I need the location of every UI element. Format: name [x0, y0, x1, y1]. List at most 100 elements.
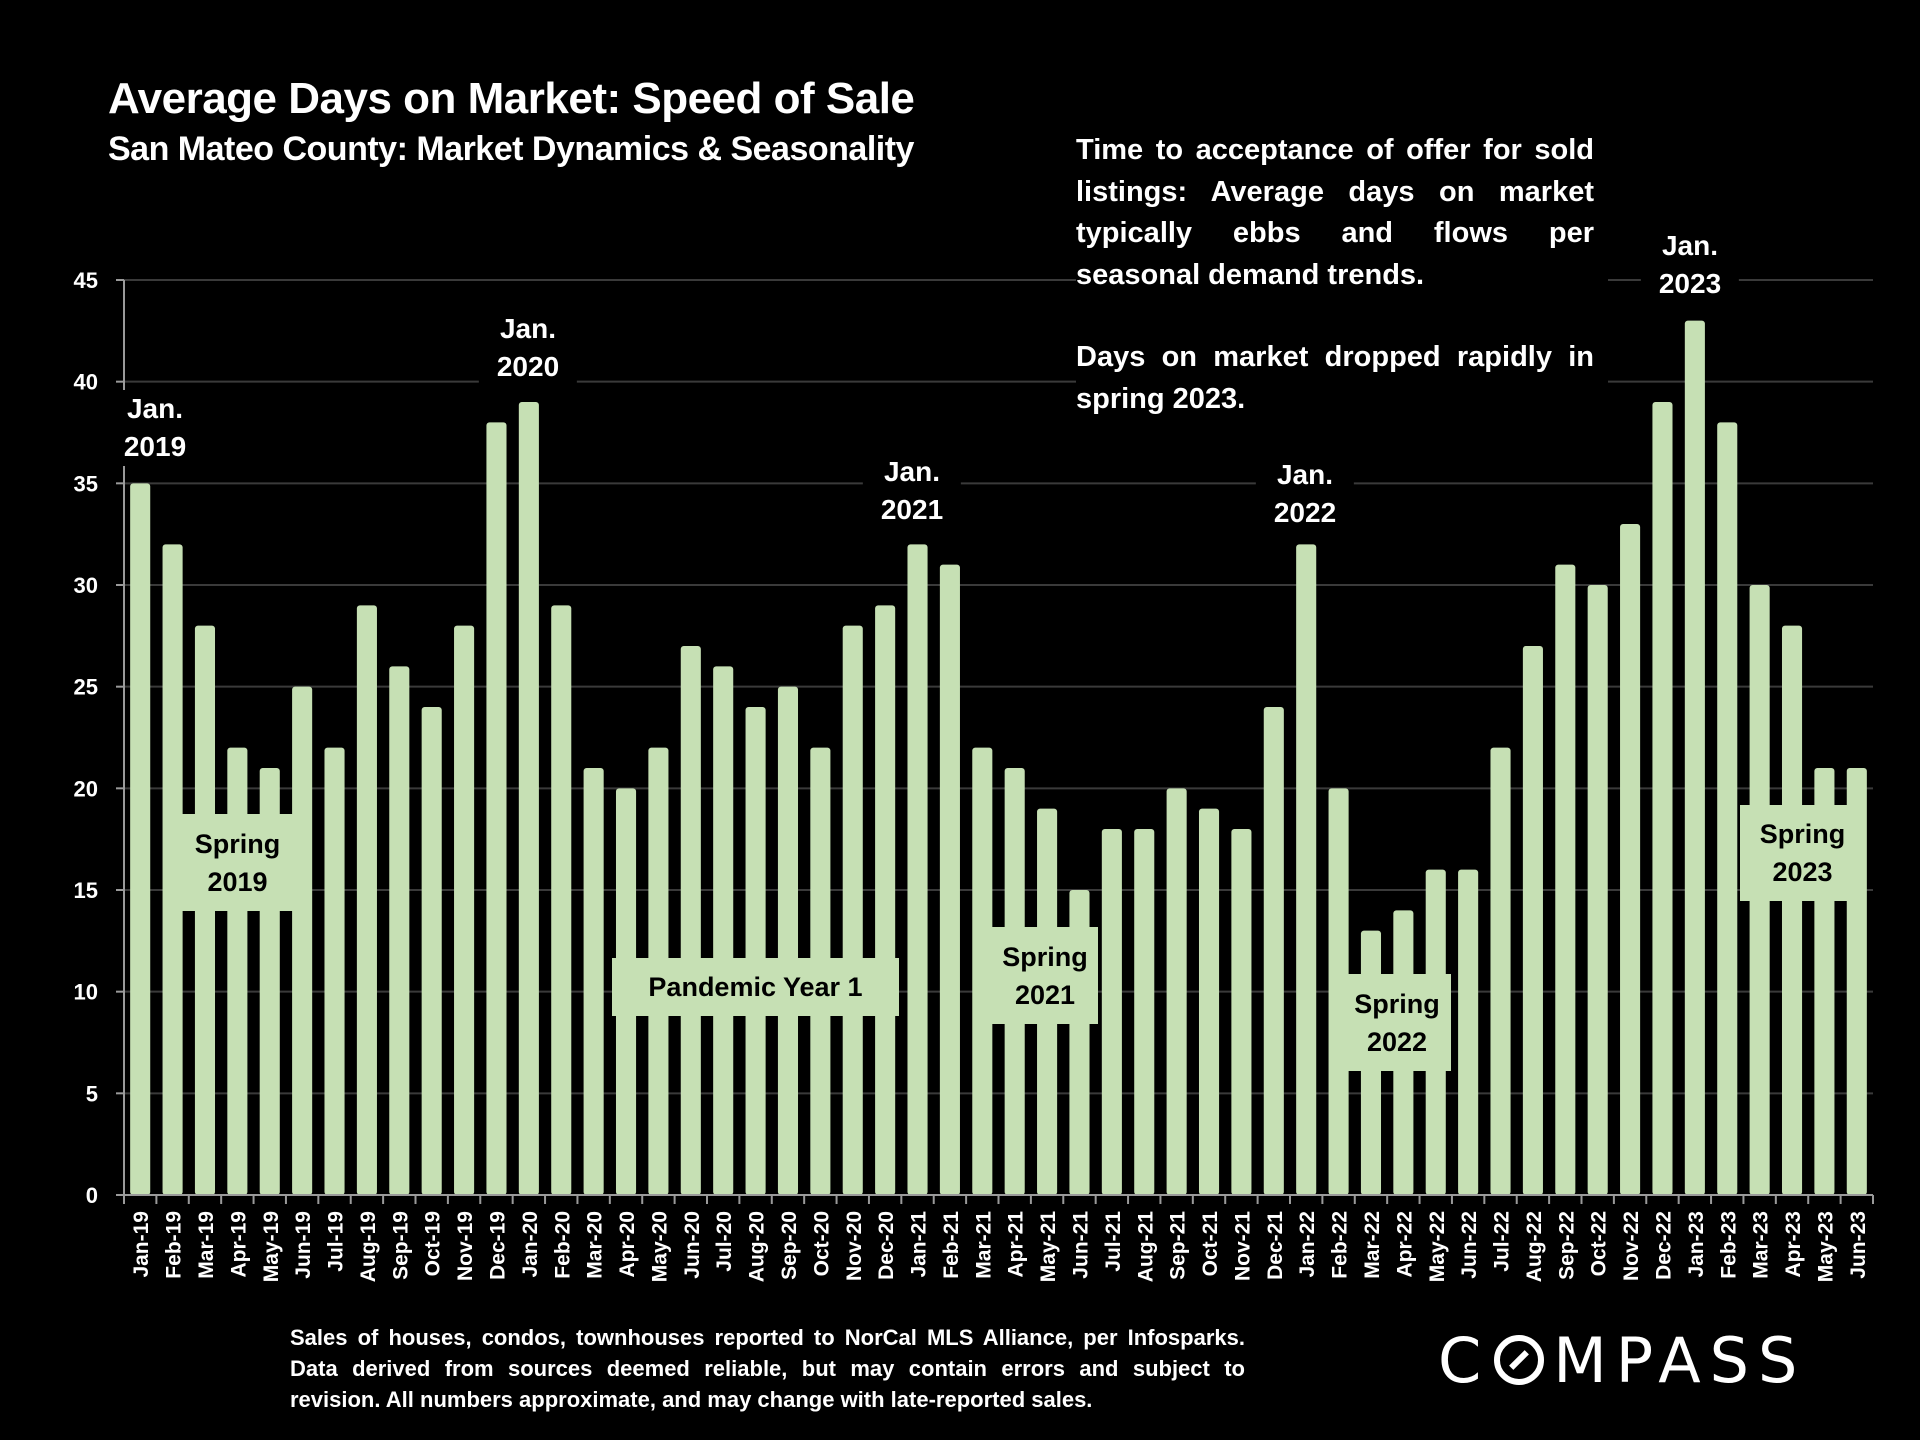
- bar-oct-19: [421, 707, 442, 1195]
- y-tick-label: 10: [74, 980, 98, 1005]
- x-tick-label: Oct-20: [810, 1211, 833, 1276]
- y-tick-label: 15: [74, 878, 98, 903]
- x-tick-label: Jan-21: [908, 1211, 931, 1278]
- compass-o-icon: [1494, 1335, 1545, 1385]
- annotation-line: Spring: [1759, 819, 1846, 849]
- annotation-line: 2020: [496, 351, 560, 382]
- x-tick-label: Mar-19: [195, 1211, 218, 1279]
- y-tick-label: 45: [74, 268, 98, 293]
- x-tick-label: Sep-21: [1167, 1211, 1190, 1280]
- x-tick-label: May-19: [260, 1211, 283, 1282]
- y-tick-labels: 0 5 10 15 20 25 30 35 40 45: [74, 268, 98, 1208]
- x-tick-label: Apr-20: [616, 1211, 639, 1278]
- x-tick-label: May-21: [1037, 1211, 1060, 1283]
- bar-aug-20: [745, 707, 766, 1195]
- x-tick-label: Apr-19: [227, 1211, 250, 1278]
- x-tick-label: Oct-22: [1588, 1211, 1611, 1276]
- x-tick-label: Jul-20: [713, 1211, 736, 1272]
- x-tick-label: Apr-22: [1393, 1211, 1416, 1278]
- annotation-line: Spring: [194, 828, 281, 859]
- x-tick-label: Nov-20: [843, 1211, 866, 1281]
- x-tick-label: Jun-20: [681, 1211, 704, 1279]
- y-tick-label: 5: [86, 1081, 98, 1106]
- x-tick-label: May-20: [648, 1211, 671, 1282]
- annotation-jan-2019: Jan. 2019: [105, 390, 205, 466]
- bar-jul-20: [713, 666, 734, 1195]
- x-tick-label: Mar-22: [1361, 1211, 1384, 1279]
- annotation-line: 2023: [1658, 268, 1722, 299]
- x-tick-label: Nov-19: [454, 1211, 477, 1281]
- annotation-line: 2019: [207, 866, 268, 897]
- annotation-line: 2021: [1014, 979, 1076, 1010]
- chart-subtitle: San Mateo County: Market Dynamics & Seas…: [108, 130, 914, 168]
- bar-jan-20: [518, 402, 539, 1195]
- x-tick-label: Feb-19: [163, 1211, 186, 1279]
- x-tick-label: Sep-20: [778, 1211, 801, 1280]
- bar-mar-21: [972, 747, 993, 1195]
- y-tick-label: 35: [74, 471, 98, 496]
- x-tick-label: Jan-22: [1296, 1211, 1319, 1278]
- annotation-line: 2019: [123, 431, 187, 462]
- x-tick-label: Dec-21: [1264, 1211, 1287, 1280]
- y-tick-label: 0: [86, 1183, 98, 1208]
- bar-sep-20: [777, 686, 799, 1195]
- bar-jul-21: [1101, 829, 1122, 1195]
- bar-sep-19: [389, 666, 410, 1195]
- y-tick-label: 25: [74, 675, 98, 700]
- bar-jan-23: [1684, 320, 1705, 1196]
- bar-aug-19: [356, 605, 377, 1195]
- annotation-spring-2023: Spring 2023: [1740, 805, 1865, 901]
- bar-dec-19: [486, 422, 507, 1195]
- x-tick-label: Feb-23: [1717, 1211, 1740, 1279]
- bar-oct-21: [1198, 808, 1220, 1195]
- bar-jun-22: [1458, 869, 1479, 1195]
- bar-dec-20: [875, 605, 896, 1195]
- bars: [130, 320, 1867, 1196]
- x-tick-label: Jun-19: [292, 1211, 315, 1279]
- footnote-line-2: Data derived from sources deemed reliabl…: [290, 1356, 1245, 1381]
- bar-oct-22: [1587, 585, 1608, 1195]
- footnote-line-1: Sales of houses, condos, townhouses repo…: [290, 1325, 1245, 1350]
- bar-feb-19: [162, 544, 183, 1195]
- x-tick-label: Jan-23: [1685, 1211, 1708, 1278]
- x-tick-label: Jun-23: [1847, 1211, 1870, 1279]
- annotation-line: Jan.: [1661, 230, 1719, 261]
- source-footnote: Sales of houses, condos, townhouses repo…: [290, 1322, 1245, 1415]
- bar-sep-21: [1166, 788, 1187, 1195]
- bar-nov-20: [842, 625, 863, 1195]
- logo-text-start: C: [1438, 1323, 1491, 1397]
- x-tick-label: Apr-23: [1782, 1211, 1805, 1278]
- annotation-spring-2021: Spring 2021: [992, 927, 1098, 1024]
- description-text: Time to acceptance of offer for sold lis…: [1076, 130, 1608, 426]
- annotation-line: Jan.: [883, 456, 941, 487]
- bar-feb-22: [1328, 788, 1349, 1195]
- bar-dec-22: [1652, 402, 1673, 1195]
- y-tick-label: 40: [74, 370, 98, 395]
- x-tick-label: Mar-23: [1750, 1211, 1773, 1279]
- bar-nov-22: [1620, 524, 1641, 1195]
- x-tick-label: Nov-22: [1620, 1211, 1643, 1281]
- x-tick-label: Dec-22: [1652, 1211, 1675, 1280]
- x-tick-label: Feb-21: [940, 1211, 963, 1279]
- x-tick-label: Aug-21: [1134, 1211, 1157, 1282]
- y-tick-label: 30: [74, 573, 98, 598]
- bar-sep-22: [1555, 564, 1576, 1195]
- x-tick-label: Jul-21: [1102, 1211, 1125, 1272]
- x-tick-label: Dec-19: [486, 1211, 509, 1280]
- bar-feb-23: [1717, 422, 1738, 1195]
- bar-jul-22: [1490, 747, 1511, 1195]
- x-tick-label: Aug-22: [1523, 1211, 1546, 1282]
- x-tick-label: Feb-22: [1329, 1211, 1352, 1279]
- bar-feb-20: [551, 605, 572, 1195]
- bar-nov-19: [454, 625, 475, 1195]
- bar-nov-21: [1231, 829, 1252, 1195]
- x-tick-label: Jan-20: [519, 1211, 542, 1278]
- bar-apr-23: [1781, 625, 1803, 1195]
- bar-aug-22: [1522, 646, 1543, 1195]
- x-tick-labels: Jan-19 Feb-19 Mar-19 Apr-19 May-19 Jun-19 Jul-…: [130, 1211, 1870, 1283]
- x-tick-label: Oct-21: [1199, 1211, 1222, 1277]
- x-tick-label: Jan-19: [130, 1211, 153, 1278]
- description-paragraph-1: Time to acceptance of offer for sold lis…: [1076, 134, 1594, 291]
- annotation-line: 2023: [1772, 857, 1833, 887]
